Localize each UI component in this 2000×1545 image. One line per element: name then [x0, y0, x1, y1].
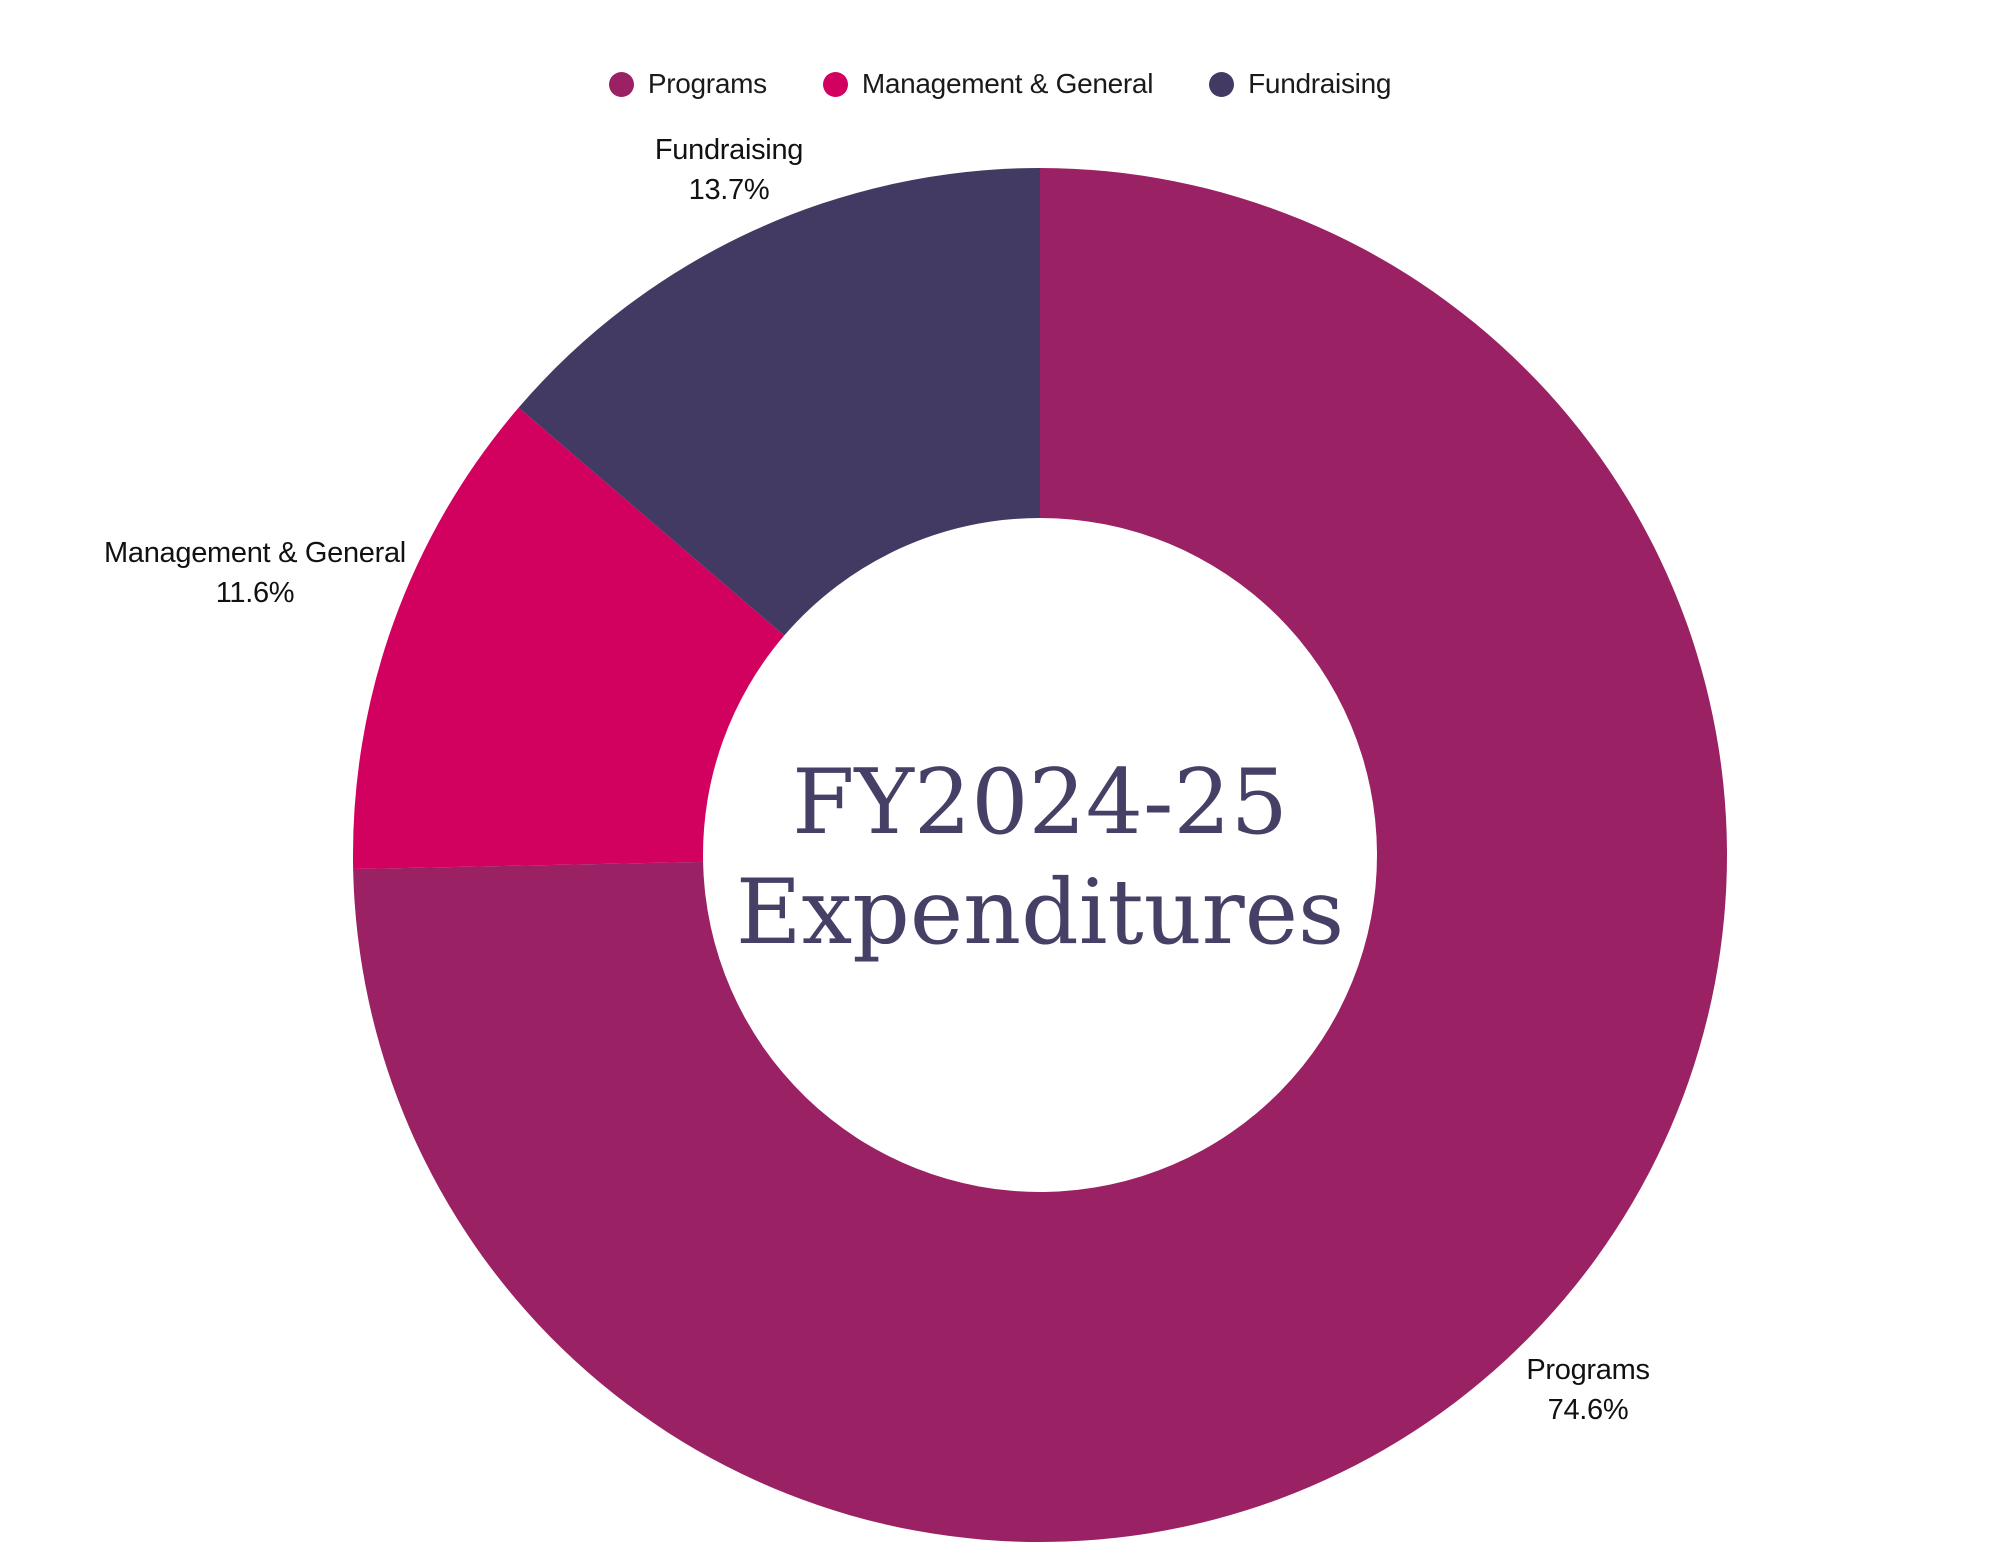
slice-label-fundraising-pct: 13.7%	[688, 174, 770, 206]
legend-item-fundraising[interactable]: Fundraising	[1209, 68, 1391, 100]
slice-label-management-general-pct: 11.6%	[215, 577, 295, 609]
slice-label-fundraising: Fundraising 13.7%	[654, 130, 804, 210]
legend-swatch-fundraising-icon	[1209, 71, 1235, 97]
legend-label-management-general: Management & General	[861, 68, 1154, 99]
slice-label-programs-name: Programs	[1526, 1354, 1650, 1386]
legend-item-programs[interactable]: Programs	[608, 68, 767, 100]
legend-item-management-general[interactable]: Management & General	[822, 68, 1154, 100]
chart-center-title: FY2024-25 Expenditures	[736, 748, 1344, 968]
slice-programs[interactable]	[353, 168, 1727, 1542]
chart-title-line-2: Expenditures	[735, 860, 1345, 965]
legend-label-programs: Programs	[647, 68, 767, 99]
legend-swatch-management-general-icon	[822, 71, 848, 97]
slice-label-programs: Programs 74.6%	[1526, 1350, 1650, 1430]
slice-label-fundraising-name: Fundraising	[654, 134, 804, 166]
slice-label-programs-pct: 74.6%	[1547, 1394, 1629, 1426]
slice-label-management-general-name: Management & General	[104, 537, 406, 569]
legend-swatch-programs-icon	[608, 71, 634, 97]
chart-title-line-1: FY2024-25	[792, 750, 1288, 855]
slice-fundraising[interactable]	[518, 168, 1040, 636]
slice-label-management-general: Management & General 11.6%	[104, 533, 406, 613]
legend-label-fundraising: Fundraising	[1248, 68, 1392, 99]
slice-management-general[interactable]	[352, 407, 785, 870]
chart-legend: Programs Management & General Fundraisin…	[0, 60, 2000, 108]
